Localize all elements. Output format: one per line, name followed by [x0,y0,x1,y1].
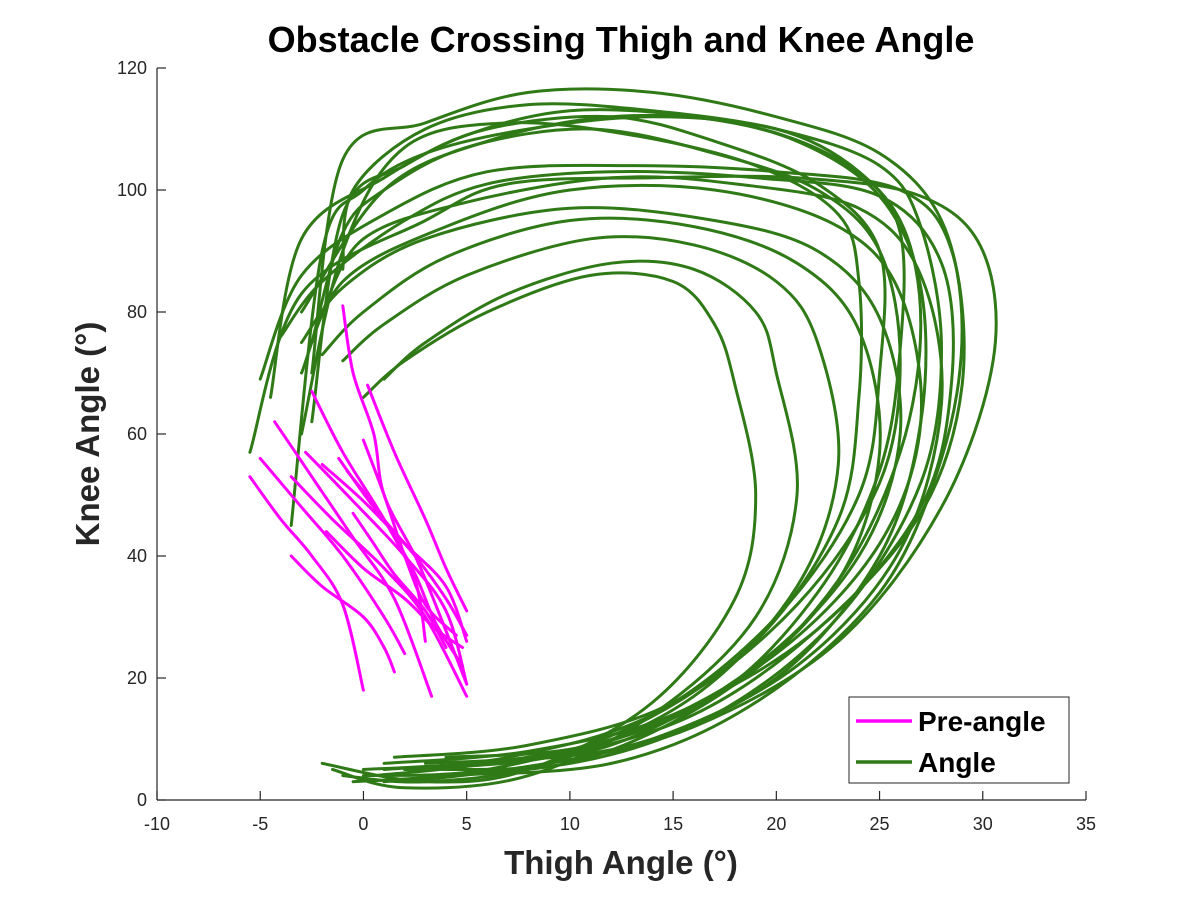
series-angle-trace [248,174,998,784]
x-tick-label: 20 [766,814,786,834]
y-axis-label: Knee Angle (°) [69,322,106,547]
series-pre-angle-trace [345,469,464,668]
legend-label-pre-angle: Pre-angle [918,706,1046,737]
y-tick-label: 60 [127,424,147,444]
x-tick-label: 30 [973,814,993,834]
ticks: -10 -5 0 5 10 15 20 25 30 35 0 20 40 60 80 100 120 [117,58,1096,834]
series-pre-angle-trace [289,475,469,698]
series-pre-angle-trace [258,456,407,656]
trace-layer [248,87,998,790]
series-angle-trace [310,87,964,778]
series-angle-trace [279,170,955,765]
x-tick-label: 10 [560,814,580,834]
legend: Pre-angle Angle [848,696,1070,784]
x-axis-label: Thigh Angle (°) [504,844,738,881]
chart-title: Obstacle Crossing Thigh and Knee Angle [268,19,975,60]
y-tick-label: 100 [117,180,147,200]
x-tick-label: -5 [252,814,268,834]
legend-label-angle: Angle [918,747,996,778]
y-tick-label: 0 [137,790,147,810]
x-tick-label: 0 [358,814,368,834]
y-tick-label: 20 [127,668,147,688]
series-pre-angle-trace [248,475,365,692]
series-angle-trace [269,108,928,765]
y-tick-label: 40 [127,546,147,566]
series-angle-trace [300,121,864,778]
series-pre-angle-trace [361,438,458,637]
x-tick-label: 15 [663,814,683,834]
legend-box [848,696,1070,784]
y-tick-label: 80 [127,302,147,322]
series-angle-trace [300,113,923,759]
x-tick-label: 35 [1076,814,1096,834]
series-pre-angle-trace [351,511,448,649]
series-angle-trace [300,206,903,771]
series-angle-trace [331,259,799,790]
x-tick-label: -10 [144,814,170,834]
y-tick-label: 120 [117,58,147,78]
series-pre-angle-trace [289,554,396,674]
x-tick-label: 25 [870,814,890,834]
series-angle-trace [258,163,966,771]
series-pre-angle-trace [366,383,469,613]
x-tick-label: 5 [462,814,472,834]
